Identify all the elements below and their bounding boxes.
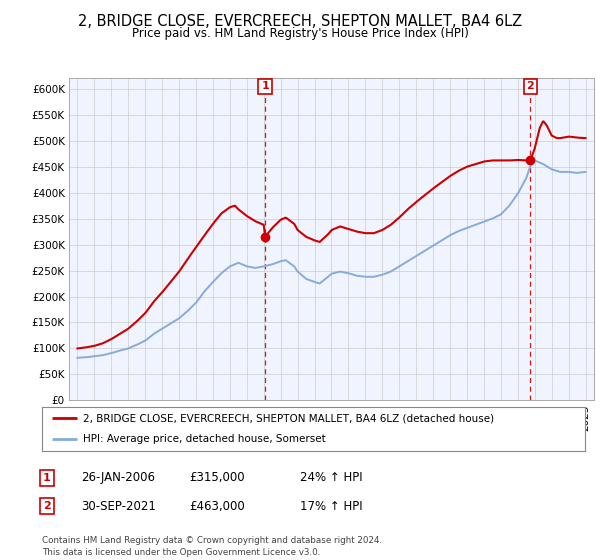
Text: HPI: Average price, detached house, Somerset: HPI: Average price, detached house, Some… — [83, 433, 325, 444]
Text: 2, BRIDGE CLOSE, EVERCREECH, SHEPTON MALLET, BA4 6LZ: 2, BRIDGE CLOSE, EVERCREECH, SHEPTON MAL… — [78, 14, 522, 29]
Text: 2: 2 — [43, 501, 50, 511]
Text: 17% ↑ HPI: 17% ↑ HPI — [300, 500, 362, 513]
Text: Price paid vs. HM Land Registry's House Price Index (HPI): Price paid vs. HM Land Registry's House … — [131, 27, 469, 40]
Text: 2: 2 — [527, 81, 535, 91]
Text: 26-JAN-2006: 26-JAN-2006 — [81, 471, 155, 484]
Text: 2, BRIDGE CLOSE, EVERCREECH, SHEPTON MALLET, BA4 6LZ (detached house): 2, BRIDGE CLOSE, EVERCREECH, SHEPTON MAL… — [83, 413, 494, 423]
Text: 30-SEP-2021: 30-SEP-2021 — [81, 500, 156, 513]
Text: £463,000: £463,000 — [189, 500, 245, 513]
Text: 1: 1 — [43, 473, 50, 483]
Text: £315,000: £315,000 — [189, 471, 245, 484]
Text: 1: 1 — [261, 81, 269, 91]
Text: 24% ↑ HPI: 24% ↑ HPI — [300, 471, 362, 484]
Text: Contains HM Land Registry data © Crown copyright and database right 2024.
This d: Contains HM Land Registry data © Crown c… — [42, 536, 382, 557]
